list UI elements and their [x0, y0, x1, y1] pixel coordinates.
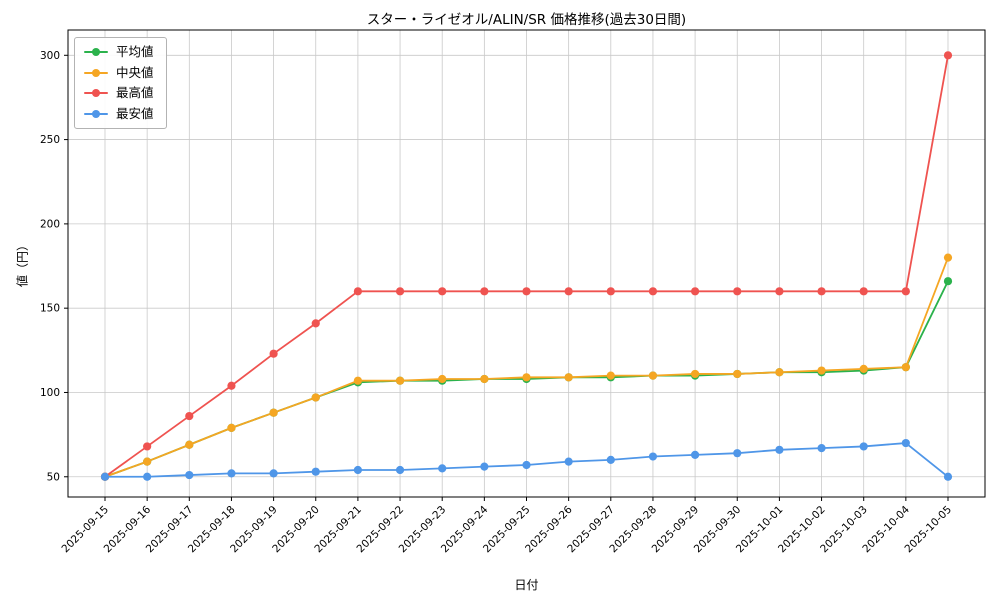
data-point-lowest	[438, 464, 447, 473]
data-point-median	[859, 364, 868, 373]
data-point-highest	[817, 287, 826, 296]
data-point-median	[269, 408, 278, 417]
data-point-median	[775, 368, 784, 377]
y-tick-label: 250	[40, 134, 60, 146]
legend-line-sample	[84, 89, 108, 98]
data-point-highest	[901, 287, 910, 296]
data-point-highest	[733, 287, 742, 296]
chart-legend: 平均値 中央値 最高値 最安値	[74, 37, 167, 129]
data-point-highest	[227, 381, 236, 390]
data-point-median	[395, 376, 405, 385]
data-point-highest	[943, 51, 953, 60]
data-point-lowest	[901, 438, 910, 448]
data-point-lowest	[185, 470, 194, 480]
data-point-highest	[522, 287, 531, 296]
data-point-lowest	[564, 457, 573, 466]
data-point-median	[901, 363, 910, 372]
y-tick-label: 150	[40, 303, 60, 315]
data-point-median	[438, 374, 447, 384]
data-point-lowest	[100, 472, 110, 481]
legend-item-lowest: 最安値	[84, 105, 154, 121]
x-axis-label: 日付	[514, 578, 539, 592]
legend-item-average: 平均値	[84, 44, 154, 59]
data-point-lowest	[817, 444, 826, 453]
data-point-lowest	[606, 455, 615, 465]
data-point-lowest	[775, 445, 784, 454]
legend-line-sample	[84, 68, 108, 77]
legend-item-median: 中央値	[84, 64, 154, 80]
data-point-highest	[648, 287, 658, 296]
data-point-lowest	[733, 449, 742, 458]
legend-marker-icon	[92, 89, 100, 98]
data-point-median	[691, 369, 700, 379]
chart-title: スター・ライゼオル/ALIN/SR 価格推移(過去30日間)	[366, 12, 687, 28]
data-point-lowest	[691, 450, 700, 459]
data-point-lowest	[943, 472, 953, 481]
legend-label: 最安値	[116, 105, 154, 121]
data-point-lowest	[648, 452, 658, 461]
data-point-highest	[691, 287, 700, 296]
data-point-lowest	[311, 467, 320, 476]
data-point-median	[143, 457, 152, 466]
legend-marker-icon	[92, 68, 100, 77]
data-point-median	[227, 423, 236, 432]
y-tick-label: 50	[47, 471, 60, 483]
legend-label: 中央値	[116, 64, 154, 80]
data-point-highest	[269, 349, 278, 358]
data-point-median	[733, 369, 742, 379]
data-point-highest	[185, 411, 194, 421]
data-point-highest	[353, 287, 362, 296]
data-point-lowest	[227, 469, 236, 478]
data-point-highest	[606, 287, 615, 296]
data-point-median	[564, 373, 573, 382]
y-tick-label: 100	[40, 387, 60, 399]
legend-label: 平均値	[116, 44, 154, 59]
data-point-highest	[311, 319, 320, 328]
data-point-highest	[395, 287, 405, 296]
data-point-lowest	[522, 460, 531, 470]
data-point-lowest	[480, 462, 489, 471]
data-point-highest	[480, 287, 489, 296]
data-point-highest	[143, 442, 152, 451]
legend-item-highest: 最高値	[84, 85, 154, 100]
y-tick-label: 300	[40, 50, 60, 62]
data-point-lowest	[143, 472, 152, 481]
y-axis-label: 値（円）	[15, 238, 30, 288]
data-point-median	[353, 376, 362, 385]
data-point-lowest	[269, 469, 278, 478]
data-point-lowest	[395, 465, 405, 475]
data-point-highest	[564, 287, 573, 296]
data-point-lowest	[353, 465, 362, 475]
data-point-highest	[438, 287, 447, 296]
data-point-median	[606, 371, 615, 380]
legend-marker-icon	[92, 48, 100, 57]
data-point-median	[817, 366, 826, 375]
data-point-median	[522, 373, 531, 382]
data-point-average	[943, 277, 953, 286]
legend-line-sample	[84, 109, 108, 118]
data-point-median	[185, 440, 194, 449]
data-point-median	[480, 374, 489, 384]
data-point-lowest	[859, 442, 868, 451]
data-point-median	[311, 393, 320, 402]
data-point-highest	[859, 287, 868, 296]
data-point-median	[648, 371, 658, 380]
data-point-median	[943, 253, 953, 262]
data-point-highest	[775, 287, 784, 296]
y-tick-label: 200	[40, 218, 60, 230]
legend-line-sample	[84, 48, 108, 57]
legend-marker-icon	[92, 109, 100, 118]
legend-label: 最高値	[116, 85, 154, 100]
